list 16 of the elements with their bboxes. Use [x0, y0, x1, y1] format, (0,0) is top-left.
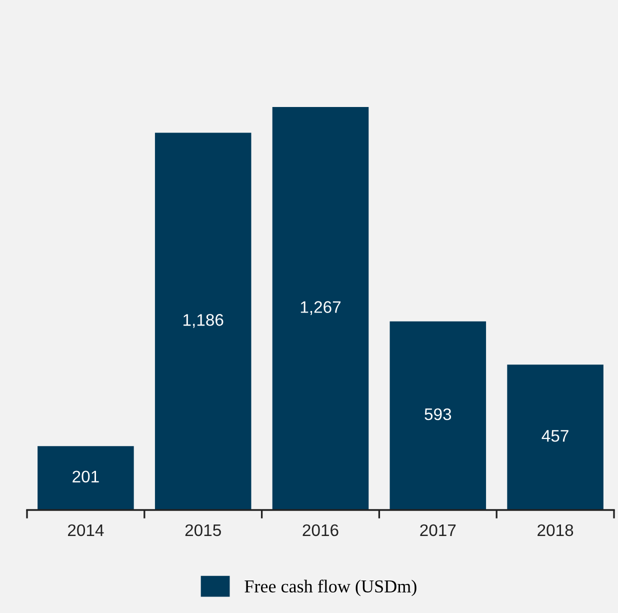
x-tick-label: 2018 [538, 524, 574, 536]
x-tick-label: 2016 [302, 524, 338, 536]
data-label: 457 [542, 430, 568, 442]
data-label: 593 [424, 408, 452, 420]
bar [154, 132, 252, 510]
bar [390, 321, 486, 510]
x-tick-label: 2017 [420, 524, 456, 536]
bar [272, 107, 369, 510]
bar [38, 446, 134, 510]
data-label: 201 [72, 470, 99, 483]
data-label: 1,186 [184, 314, 224, 328]
x-tick-label: 2015 [185, 524, 221, 536]
legend-label: Free cash flow (USDm) [244, 580, 416, 596]
bar [507, 364, 604, 510]
x-tick-label: 2014 [68, 524, 104, 536]
data-label: 1,267 [300, 301, 341, 315]
